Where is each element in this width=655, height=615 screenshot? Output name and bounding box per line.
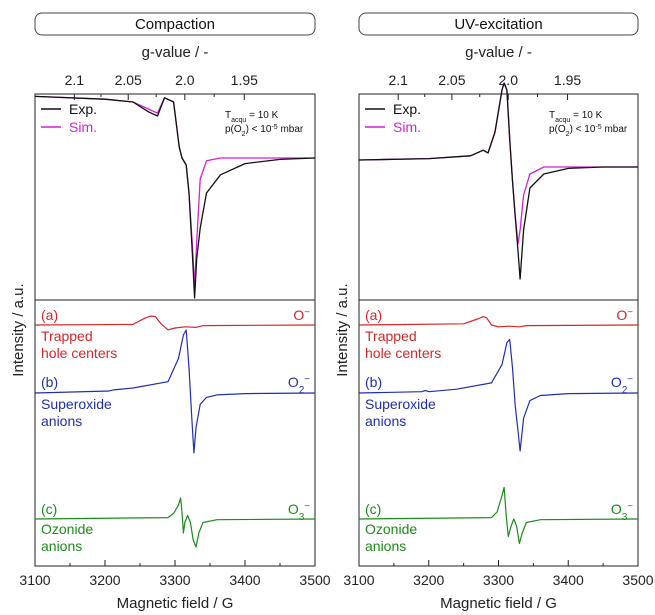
panel-title-box xyxy=(358,12,639,36)
y-axis-label: Intensity / a.u. xyxy=(10,283,27,376)
component-a-species: O− xyxy=(293,307,310,324)
x-tick-label: 3300 xyxy=(483,572,514,588)
component-a-name-line1: Trapped xyxy=(365,328,417,344)
panel-uv-excitation: UV-excitation g-value / - 2.1 2.05 2.0 1.95 31… xyxy=(334,12,654,612)
component-b-species: O2− xyxy=(611,374,633,396)
x-axis-label: Magnetic field / G xyxy=(440,595,557,612)
component-c-letter: (c) xyxy=(365,501,381,517)
panel-compaction: Compaction g-value / - 2.1 2.05 2.0 1.95 3100 3… xyxy=(10,12,331,612)
x-tick-label: 3100 xyxy=(19,572,50,588)
component-a-species: O− xyxy=(616,307,633,324)
series-exp xyxy=(358,82,638,280)
x-axis-label: Magnetic field / G xyxy=(117,595,234,612)
x-tick-label: 3100 xyxy=(343,572,374,588)
series-a xyxy=(34,315,316,331)
component-b-letter: (b) xyxy=(41,374,58,390)
legend-exp-label: Exp. xyxy=(69,101,97,117)
panel-title-box xyxy=(34,12,316,36)
x-tick-label: 3200 xyxy=(413,572,444,588)
x-tick-label: 3300 xyxy=(159,572,190,588)
component-a-name-line1: Trapped xyxy=(41,328,93,344)
component-b-name-line1: Superoxide xyxy=(365,396,436,412)
component-a-name-line2: hole centers xyxy=(365,345,441,361)
legend-exp-label: Exp. xyxy=(393,101,421,117)
series-exp xyxy=(34,95,316,299)
x-tick-label: 3400 xyxy=(229,572,260,588)
g-tick-label: 1.95 xyxy=(231,72,258,88)
series-b xyxy=(34,329,316,454)
series-b xyxy=(358,338,639,452)
y-axis-label: Intensity / a.u. xyxy=(334,283,351,376)
g-tick-label: 2.1 xyxy=(65,72,85,88)
series-c xyxy=(358,486,639,545)
component-b-letter: (b) xyxy=(365,374,382,390)
component-c-name-line2: anions xyxy=(41,538,82,554)
g-tick-label: 2.05 xyxy=(438,72,465,88)
condition-pressure: p(O2) < 10-5 mbar xyxy=(549,124,628,138)
legend-sim-label: Sim. xyxy=(69,119,97,135)
g-tick-label: 2.1 xyxy=(388,72,408,88)
component-c-name-line2: anions xyxy=(365,538,406,554)
component-a-letter: (a) xyxy=(41,307,58,323)
component-a-name-line2: hole centers xyxy=(41,345,117,361)
component-c-species: O3− xyxy=(288,501,310,523)
g-tick-label: 2.05 xyxy=(115,72,142,88)
component-c-species: O3− xyxy=(611,501,633,523)
component-c-letter: (c) xyxy=(41,501,57,517)
panel-title: UV-excitation xyxy=(454,16,542,33)
condition-pressure: p(O2) < 10-5 mbar xyxy=(225,124,304,138)
component-b-species: O2− xyxy=(288,374,310,396)
series-a xyxy=(358,316,639,328)
component-c-name-line1: Ozonide xyxy=(41,521,93,537)
g-tick-label: 1.95 xyxy=(554,72,581,88)
x-tick-label: 3400 xyxy=(553,572,584,588)
x-tick-label: 3500 xyxy=(299,572,330,588)
g-tick-label: 2.0 xyxy=(175,72,195,88)
component-c-name-line1: Ozonide xyxy=(365,521,417,537)
panel-title: Compaction xyxy=(135,16,215,33)
series-c xyxy=(34,497,316,548)
condition-temperature: Tacqu = 10 K xyxy=(549,110,603,124)
top-axis-label: g-value / - xyxy=(465,44,532,61)
legend-sim-label: Sim. xyxy=(393,119,421,135)
g-tick-label: 2.0 xyxy=(499,72,519,88)
component-b-name-line1: Superoxide xyxy=(41,396,112,412)
x-tick-label: 3200 xyxy=(89,572,120,588)
component-b-name-line2: anions xyxy=(41,413,82,429)
component-b-name-line2: anions xyxy=(365,413,406,429)
top-axis-label: g-value / - xyxy=(142,44,209,61)
condition-temperature: Tacqu = 10 K xyxy=(225,110,279,124)
component-a-letter: (a) xyxy=(365,307,382,323)
x-tick-label: 3500 xyxy=(622,572,653,588)
